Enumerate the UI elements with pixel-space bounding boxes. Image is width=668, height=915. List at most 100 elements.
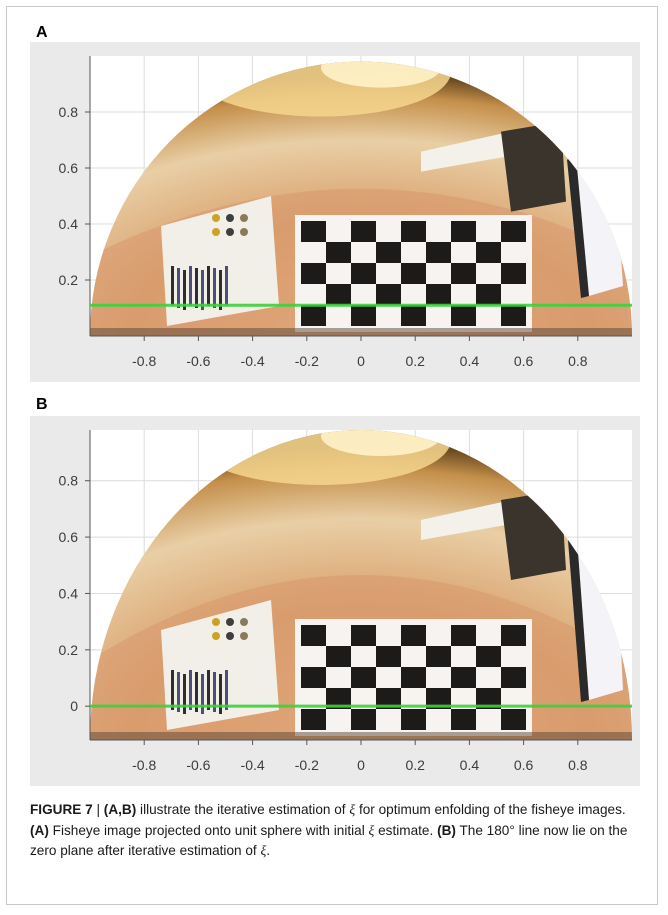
checker-square — [376, 646, 401, 667]
caption-label: FIGURE 7 — [30, 802, 93, 817]
x-tick-label-3: -0.2 — [295, 353, 319, 369]
ceiling-light — [191, 430, 451, 485]
y-tick-label-2: 0.6 — [59, 160, 79, 176]
floor-shadow — [90, 732, 632, 740]
poster-dot-4 — [226, 632, 234, 640]
checker-square — [351, 709, 376, 730]
ceiling-highlight — [321, 61, 441, 88]
checker-square — [351, 305, 376, 326]
poster-bar-0 — [171, 670, 174, 710]
checker-square — [501, 305, 526, 326]
poster-dot-1 — [226, 618, 234, 626]
checker-square — [401, 221, 426, 242]
window-blind — [421, 131, 511, 172]
checker-square — [351, 263, 376, 284]
checker-square — [501, 709, 526, 730]
checker-square — [451, 263, 476, 284]
x-tick-label-4: 0 — [357, 353, 365, 369]
checker-square — [451, 667, 476, 688]
caption-b-ref: (B) — [437, 822, 456, 838]
poster-bar-2 — [183, 674, 186, 714]
floor-shadow — [90, 328, 632, 336]
x-tick-label-2: -0.4 — [241, 353, 265, 369]
checker-square — [401, 709, 426, 730]
checker-square — [376, 284, 401, 305]
y-tick-label-1: 0.4 — [59, 216, 79, 232]
poster-dot-5 — [240, 228, 248, 236]
poster-dot-0 — [212, 214, 220, 222]
poster-bar-9 — [225, 266, 228, 306]
x-tick-label-8: 0.8 — [568, 353, 588, 369]
caption-xi-3: ξ — [260, 843, 267, 858]
checker-square — [501, 221, 526, 242]
x-tick-label-5: 0.2 — [405, 757, 425, 773]
checker-square — [476, 284, 501, 305]
poster-bar-7 — [213, 672, 216, 712]
y-tick-label-3: 0.6 — [59, 529, 79, 545]
caption-a-text1: Fisheye image projected onto unit sphere… — [48, 822, 369, 838]
checker-square — [301, 709, 326, 730]
x-tick-label-3: -0.2 — [295, 757, 319, 773]
poster-bar-3 — [189, 670, 192, 710]
poster-dot-5 — [240, 632, 248, 640]
caption-a-text2: estimate. — [374, 822, 438, 838]
y-tick-label-4: 0.8 — [59, 473, 79, 489]
checker-square — [376, 242, 401, 263]
checker-square — [401, 667, 426, 688]
poster-dot-0 — [212, 618, 220, 626]
checker-square — [326, 646, 351, 667]
poster-bar-2 — [183, 270, 186, 310]
fisheye-scene — [90, 430, 632, 740]
checker-square — [401, 625, 426, 646]
checker-square — [501, 263, 526, 284]
poster-bar-7 — [213, 268, 216, 308]
panel-b: -0.8 -0.6 -0.4 -0.2 0 0.2 0.4 0.6 0.8 0 0.2 0.4 0.6 0… — [30, 416, 640, 786]
checker-square — [401, 305, 426, 326]
x-tick-label-0: -0.8 — [132, 353, 156, 369]
x-tick-label-5: 0.2 — [405, 353, 425, 369]
caption-refs: (A,B) — [103, 802, 137, 817]
checker-square — [401, 263, 426, 284]
poster-bar-1 — [177, 672, 180, 712]
checker-square — [476, 688, 501, 709]
checker-square — [326, 284, 351, 305]
checker-square — [476, 242, 501, 263]
checker-square — [451, 625, 476, 646]
checker-square — [351, 625, 376, 646]
poster-bar-6 — [207, 266, 210, 306]
checker-square — [301, 263, 326, 284]
checker-square — [301, 625, 326, 646]
caption-sep: | — [92, 802, 104, 817]
panel-b-plot: -0.8 -0.6 -0.4 -0.2 0 0.2 0.4 0.6 0.8 0 0.2 0.4 0.6 0… — [59, 430, 632, 773]
caption-text1: illustrate the iterative estimation of — [136, 802, 350, 817]
checker-square — [426, 646, 451, 667]
poster-dot-2 — [240, 214, 248, 222]
poster-bar-9 — [225, 670, 228, 710]
checker-square — [376, 688, 401, 709]
x-tick-label-1: -0.6 — [186, 353, 210, 369]
poster-bar-5 — [201, 674, 204, 714]
checker-square — [451, 305, 476, 326]
checker-square — [426, 284, 451, 305]
poster-bar-4 — [195, 672, 198, 712]
checker-square — [501, 625, 526, 646]
figure-caption: FIGURE 7 | (A,B) illustrate the iterativ… — [30, 800, 645, 862]
poster-dot-4 — [226, 228, 234, 236]
poster-bar-3 — [189, 266, 192, 306]
checker-square — [426, 688, 451, 709]
poster-dot-3 — [212, 632, 220, 640]
panel-a-label: A — [36, 24, 48, 41]
checker-square — [301, 305, 326, 326]
poster-bar-6 — [207, 670, 210, 710]
monitor — [501, 121, 566, 212]
poster-dot-2 — [240, 618, 248, 626]
y-tick-label-1: 0.2 — [59, 642, 79, 658]
poster-bar-8 — [219, 674, 222, 714]
ceiling-highlight — [321, 430, 441, 456]
ceiling-light — [191, 61, 451, 117]
checker-square — [326, 242, 351, 263]
checker-square — [301, 667, 326, 688]
x-tick-label-0: -0.8 — [132, 757, 156, 773]
x-tick-label-7: 0.6 — [514, 757, 534, 773]
laptop-bezel — [567, 525, 589, 702]
